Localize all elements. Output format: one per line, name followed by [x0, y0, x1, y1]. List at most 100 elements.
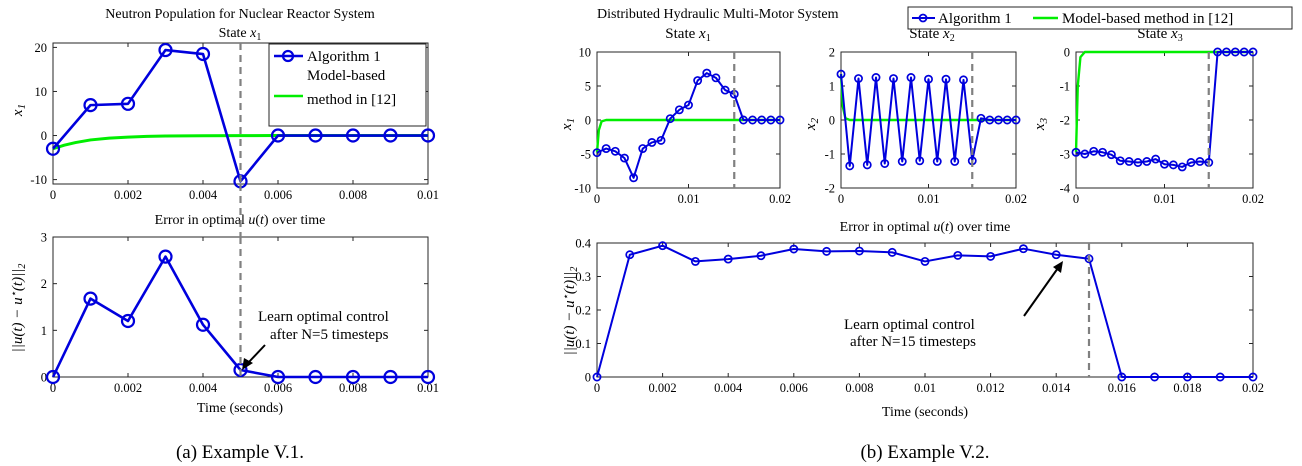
data-point-algorithm	[723, 254, 733, 264]
b-annotation-arrowhead	[1053, 261, 1063, 273]
b-error-ylabel: ||u(t) − u⋆(t)||2	[561, 267, 580, 356]
data-point-algorithm	[1151, 154, 1161, 164]
x-tick-label: 0.004	[714, 381, 743, 395]
data-point-algorithm	[610, 146, 620, 156]
x-tick-label: 0.02	[1242, 381, 1264, 395]
b-error-axes: 0 0.002 0.004 0.006 0.008 0.01 0.012 0.014 0.016…	[575, 237, 1264, 396]
y-tick-label: 1	[41, 324, 47, 338]
data-point-algorithm	[1018, 244, 1028, 254]
data-point-algorithm	[738, 115, 748, 125]
b-annotation-arrow	[1023, 267, 1059, 317]
x-tick-label: 0.004	[189, 381, 218, 395]
y-tick-label: 20	[35, 41, 48, 55]
data-point-algorithm	[1150, 372, 1160, 382]
data-point-algorithm	[756, 251, 766, 261]
data-point-algorithm	[1221, 47, 1231, 57]
data-point-algorithm	[345, 369, 361, 385]
a-state-subtitle: State x1	[219, 26, 262, 43]
x-tick-label: 0	[50, 381, 56, 395]
data-point-algorithm	[158, 249, 173, 264]
y-tick-label: -1	[825, 148, 835, 162]
a-error-ylabel: ||u(t) − u⋆(t)||2	[9, 264, 28, 353]
y-tick-label: -2	[1060, 114, 1070, 128]
data-point-algorithm	[420, 369, 436, 385]
data-point-algorithm	[420, 128, 436, 143]
y-tick-label: 5	[585, 80, 591, 94]
data-point-algorithm	[1117, 372, 1127, 382]
data-point-algorithm	[1160, 159, 1169, 169]
data-point-algorithm	[270, 369, 286, 385]
y-tick-label: 10	[35, 85, 48, 99]
data-point-algorithm	[887, 247, 897, 257]
data-point-algorithm	[83, 98, 98, 113]
y-tick-label: 0	[41, 371, 47, 385]
b-x2-ylabel: x2	[803, 117, 821, 131]
data-point-algorithm	[1011, 115, 1021, 125]
data-point-algorithm	[308, 369, 323, 385]
caption-a: (a) Example V.1.	[176, 442, 304, 463]
x-tick-label: 0.006	[264, 381, 292, 395]
data-point-algorithm	[120, 313, 136, 329]
data-point-algorithm	[976, 113, 986, 123]
b-x2-title: State x2	[909, 26, 954, 44]
data-point-algorithm	[836, 69, 846, 79]
x-tick-label: 0.02	[1005, 192, 1027, 206]
y-tick-label: 0	[1064, 46, 1070, 60]
data-point-algorithm	[871, 73, 881, 82]
b-x3-ylabel: x3	[1032, 117, 1050, 131]
data-point-algorithm	[953, 250, 963, 260]
data-point-algorithm	[620, 153, 629, 163]
data-point-algorithm	[702, 68, 712, 78]
y-tick-label: 0.3	[575, 270, 591, 284]
y-tick-label: -5	[581, 148, 591, 162]
x-tick-label: 0	[594, 381, 600, 395]
a-state-title: Neutron Population for Nuclear Reactor S…	[105, 7, 375, 22]
data-point-algorithm	[674, 105, 684, 115]
data-point-algorithm	[592, 372, 602, 382]
data-point-algorithm	[766, 115, 776, 125]
b-x3-axes: 0 0.01 0.02 -4 -3 -2 -1 0	[1060, 46, 1264, 207]
x-tick-label: 0.002	[114, 381, 142, 395]
data-point-algorithm	[1098, 147, 1108, 157]
y-tick-label: 2	[41, 277, 47, 291]
data-point-algorithm	[1142, 157, 1152, 166]
x-tick-label: 0.01	[678, 192, 700, 206]
y-tick-label: -3	[1060, 148, 1070, 162]
x-tick-label: 0.006	[780, 381, 808, 395]
data-point-algorithm	[1080, 149, 1090, 159]
y-tick-label: 3	[41, 231, 47, 245]
data-point-algorithm	[647, 137, 657, 147]
a-error-axes: 0 0.002 0.004 0.006 0.008 0.01 0 1 2 3	[41, 231, 439, 396]
y-tick-label: 1	[829, 80, 835, 94]
a-xlabel: Time (seconds)	[197, 401, 284, 416]
b-xlabel: Time (seconds)	[882, 405, 969, 420]
data-point-algorithm	[932, 157, 942, 166]
x-tick-label: 0.01	[1154, 192, 1176, 206]
x-tick-label: 0.018	[1173, 381, 1201, 395]
y-tick-label: 0.4	[575, 237, 591, 251]
a-state-ylabel: x1	[10, 104, 28, 117]
data-point-algorithm	[845, 161, 855, 171]
x-tick-label: 0.006	[264, 188, 292, 202]
b-x1-ylabel: x1	[559, 118, 577, 131]
data-point-algorithm	[383, 128, 398, 143]
x-tick-label: 0.008	[339, 188, 367, 202]
b-figure-title: Distributed Hydraulic Multi-Motor System	[597, 7, 839, 22]
x-tick-label: 0.002	[649, 381, 677, 395]
data-point-algorithm	[83, 291, 98, 306]
a-annotation-line1: Learn optimal control	[258, 309, 389, 325]
b-legend: Algorithm 1 Model-based method in [12]	[907, 6, 1293, 30]
a-legend-model-label-2: method in [12]	[307, 92, 396, 108]
data-point-algorithm	[270, 128, 286, 143]
series-line-model	[1074, 50, 1253, 153]
series-line-algorithm	[596, 244, 1253, 378]
x-tick-label: 0	[838, 192, 844, 206]
x-tick-label: 0.008	[845, 381, 873, 395]
data-point-algorithm	[1177, 162, 1187, 172]
y-tick-label: -1	[1060, 80, 1070, 94]
y-tick-label: 0.1	[575, 337, 591, 351]
data-point-algorithm	[748, 115, 758, 125]
a-annotation-line2: after N=5 timesteps	[270, 327, 389, 343]
